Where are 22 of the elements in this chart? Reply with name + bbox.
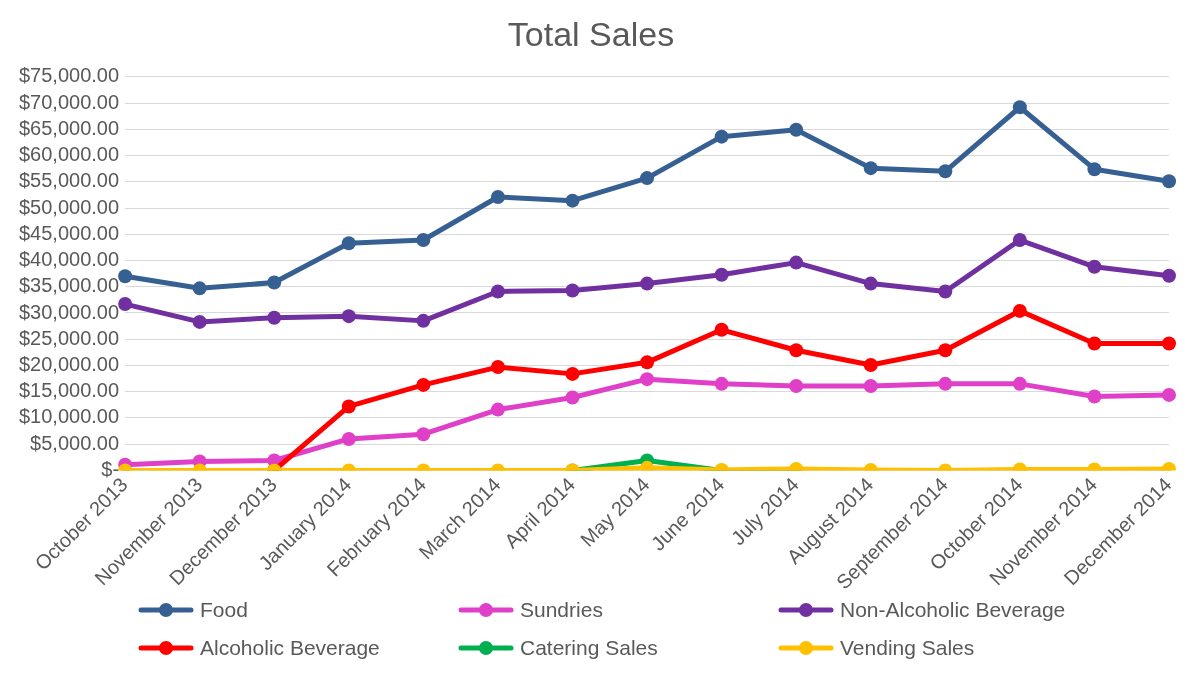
legend-label: Non-Alcoholic Beverage <box>840 598 1066 622</box>
legend-label: Alcoholic Beverage <box>200 636 380 660</box>
legend-label: Catering Sales <box>520 636 658 660</box>
y-tick-label: $15,000.00 <box>18 379 120 402</box>
legend-label: Sundries <box>520 598 603 622</box>
y-tick-label: $65,000.00 <box>18 116 120 139</box>
y-tick-label: $75,000.00 <box>18 64 120 87</box>
y-tick-label: $30,000.00 <box>18 300 120 323</box>
y-tick-label: $50,000.00 <box>18 195 120 218</box>
y-tick-label: $25,000.00 <box>18 326 120 349</box>
y-tick-label: $20,000.00 <box>18 353 120 375</box>
y-tick-label: $40,000.00 <box>18 248 120 271</box>
y-tick-label: $35,000.00 <box>18 274 120 297</box>
y-tick-label: $70,000.00 <box>18 90 120 113</box>
y-tick-label: $45,000.00 <box>18 221 120 244</box>
y-tick-label: $55,000.00 <box>18 169 120 192</box>
legend-label: Food <box>200 598 248 622</box>
chart-title: Total Sales <box>507 14 675 53</box>
y-tick-label: $60,000.00 <box>18 143 120 166</box>
legend-label: Vending Sales <box>840 636 975 660</box>
y-tick-label: $5,000.00 <box>30 431 120 454</box>
y-tick-label: $10,000.00 <box>18 405 120 428</box>
